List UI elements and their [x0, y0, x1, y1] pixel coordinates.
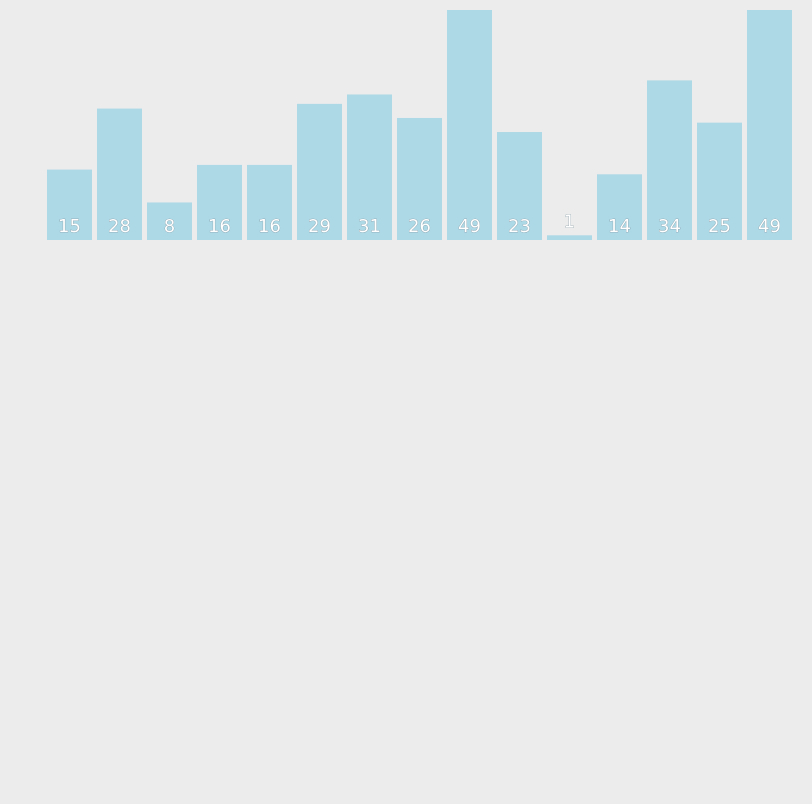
bar-11 — [597, 174, 642, 240]
bar-13 — [697, 122, 742, 240]
bar-1 — [97, 108, 142, 240]
bar-label-11: 14 — [608, 216, 631, 237]
bar-12 — [647, 80, 692, 240]
bar-label-13: 25 — [708, 216, 731, 237]
bar-label-1: 28 — [108, 216, 131, 237]
bar-3 — [197, 164, 242, 240]
bar-label-8: 49 — [458, 216, 481, 237]
bar-label-14: 49 — [758, 216, 781, 237]
bar-label-9: 23 — [508, 216, 531, 237]
bar-14 — [747, 10, 792, 240]
bar-2 — [147, 202, 192, 240]
bar-label-6: 31 — [358, 216, 381, 237]
bar-6 — [347, 94, 392, 240]
bar-label-3: 16 — [208, 216, 231, 237]
bar-4 — [247, 164, 292, 240]
bar-8 — [447, 10, 492, 240]
bar-5 — [297, 103, 342, 240]
bar-label-2: 8 — [164, 216, 175, 237]
bar-label-7: 26 — [408, 216, 431, 237]
bar-0 — [47, 169, 92, 240]
bar-label-4: 16 — [258, 216, 281, 237]
bar-10 — [547, 235, 592, 240]
bar-label-12: 34 — [658, 216, 681, 237]
bar-9 — [497, 132, 542, 240]
bar-label-0: 15 — [58, 216, 81, 237]
bar-label-5: 29 — [308, 216, 331, 237]
bar-label-10: 1 — [564, 211, 575, 232]
bar-7 — [397, 117, 442, 240]
